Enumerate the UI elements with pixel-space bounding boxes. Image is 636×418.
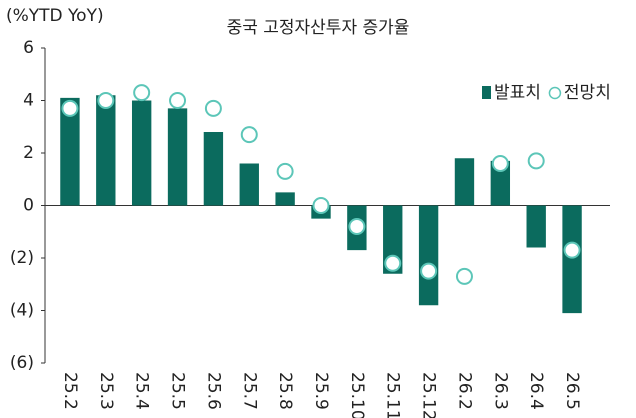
legend-label: 발표치: [494, 83, 541, 103]
forecast-marker: [563, 241, 581, 259]
x-tick-label: 25.11: [383, 372, 403, 418]
legend-swatch: [548, 86, 562, 100]
bar: [203, 132, 224, 206]
x-tick-label: 25.9: [311, 372, 331, 410]
forecast-marker: [204, 99, 222, 117]
x-tick-label: 26.4: [526, 372, 546, 410]
y-tick-label: 4: [23, 91, 34, 111]
forecast-marker: [97, 92, 115, 109]
forecast-marker: [384, 254, 402, 272]
x-tick-label: 26.3: [490, 372, 510, 410]
x-tick-label: 25.10: [347, 372, 367, 418]
forecast-marker: [133, 84, 151, 102]
bar: [490, 160, 511, 206]
forecast-marker: [455, 267, 473, 285]
bar: [562, 205, 582, 314]
x-tick-label: 25.7: [239, 372, 259, 410]
bar: [526, 205, 546, 248]
forecast-marker: [276, 162, 294, 180]
x-tick-label: 25.6: [203, 372, 223, 410]
bar: [454, 158, 475, 206]
bar: [275, 192, 295, 206]
y-tick-label: 2: [23, 143, 34, 163]
y-tick-label: (6): [10, 353, 34, 373]
forecast-marker: [491, 155, 509, 172]
y-tick-label: (4): [10, 301, 34, 321]
forecast-marker: [420, 262, 438, 280]
x-tick-label: 25.4: [132, 372, 152, 410]
bar: [60, 97, 80, 206]
bar: [239, 163, 259, 206]
forecast-marker: [527, 152, 545, 170]
x-tick-label: 25.8: [275, 372, 295, 410]
forecast-marker: [169, 92, 187, 109]
x-tick-label: 25.12: [419, 372, 439, 418]
bar: [96, 95, 116, 206]
x-tick-label: 26.2: [454, 372, 474, 410]
bar: [131, 100, 152, 206]
legend-swatch: [482, 86, 491, 99]
forecast-marker: [312, 197, 330, 214]
y-tick-label: 6: [23, 38, 34, 58]
chart-title: 중국 고정자산투자 증가율: [227, 18, 410, 38]
forecast-marker: [348, 218, 366, 235]
x-tick-label: 25.2: [60, 372, 80, 410]
bar: [167, 108, 188, 206]
y-tick-label: 0: [23, 196, 34, 216]
x-tick-label: 25.3: [96, 372, 116, 410]
forecast-marker: [240, 126, 258, 144]
x-tick-label: 26.5: [562, 372, 582, 410]
x-tick-label: 25.5: [168, 372, 188, 410]
y-axis-label: (%YTD YoY): [6, 6, 104, 26]
bar: [418, 205, 439, 306]
forecast-marker: [61, 99, 79, 117]
y-tick-label: (2): [10, 248, 34, 268]
legend-label: 전망치: [564, 83, 611, 103]
